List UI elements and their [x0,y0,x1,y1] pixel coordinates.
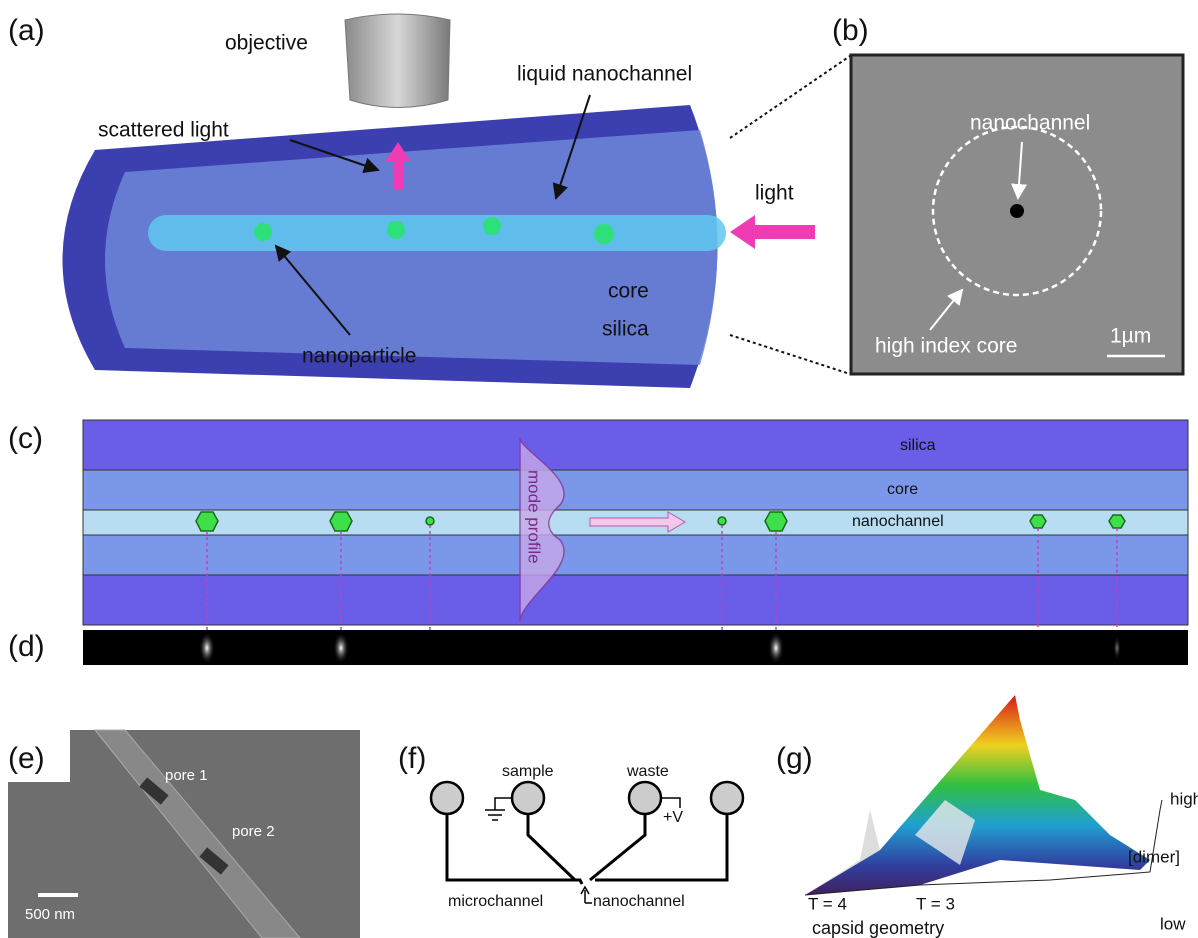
zoom-line [730,335,850,374]
label: waste [626,763,669,780]
label: nanoparticle [302,345,416,368]
label: core [887,481,918,498]
reservoir [711,782,743,814]
scatter-image [83,630,1188,665]
label: objective [225,32,308,55]
nanoparticle [387,221,405,239]
reservoir [431,782,463,814]
label: mode profile [525,470,544,564]
figure: (a) objective scattered light liquid nan… [0,0,1198,938]
scale-label: 500 nm [25,906,75,923]
nanochannel-dot [1010,204,1024,218]
panel-label: (c) [8,422,43,455]
zoom-line [730,56,850,138]
panel-label: (g) [776,742,813,775]
label: [dimer] [1128,847,1180,866]
label: pore 1 [165,767,208,784]
label: high [1170,789,1198,808]
panel-f: (f) sample waste +V microchannel nanocha… [398,742,743,910]
pointer [581,887,592,903]
silica-layer [83,575,1188,625]
panel-g: (g) high [dimer] low T = 4 T = 3 capsid … [776,695,1198,938]
reservoir [629,782,661,814]
nanoparticle [254,223,272,241]
light-arrow [730,215,815,249]
label: nanochannel [852,513,944,530]
scatter-spot [1113,636,1121,660]
scatter-spot [333,632,349,664]
label: liquid nanochannel [517,63,692,86]
core-layer [83,535,1188,575]
nanochannel-tube [148,215,726,251]
panel-label: (a) [8,14,45,47]
panel-b: (b) nanochannel high index core 1µm [832,14,1183,374]
label: +V [663,809,683,826]
label: light [755,182,794,205]
particle [426,517,434,525]
label: T = 4 [808,894,847,913]
particle [1109,515,1125,528]
scale-bar [38,893,78,897]
panel-label: (e) [8,742,45,775]
label: low [1160,914,1186,933]
panel-label: (b) [832,14,869,47]
panel-c: (c) silica core nanochannel mode profile [8,420,1188,630]
label: silica [900,437,936,454]
panel-e: (e) pore 1 pore 2 500 nm [8,730,360,938]
scatter-spot [768,632,784,664]
label: silica [602,318,649,341]
panel-label: (f) [398,742,426,775]
panel-a: (a) objective scattered light liquid nan… [8,14,850,388]
label: microchannel [448,893,543,910]
label: nanochannel [593,893,685,910]
particle [196,512,218,531]
label: core [608,280,649,303]
label: pore 2 [232,823,275,840]
silica-layer [83,420,1188,470]
nanoparticle [594,224,614,244]
surface [805,695,1150,895]
label: sample [502,763,554,780]
label: high index core [875,335,1017,358]
particle [718,517,726,525]
particle [765,512,787,531]
nanoparticle [483,217,501,235]
reservoirs [431,782,743,814]
reservoir [512,782,544,814]
core-layer [83,470,1188,510]
label: capsid geometry [812,918,944,938]
scatter-spot [199,632,215,664]
channels [447,814,727,884]
particle [330,512,352,531]
panel-label: (d) [8,630,45,663]
scale-label: 1µm [1110,325,1151,348]
objective-lens [345,14,450,108]
particle [1030,515,1046,528]
label: T = 3 [916,894,955,913]
label: nanochannel [970,112,1090,135]
label: scattered light [98,119,229,142]
panel-d: (d) [8,630,1188,665]
